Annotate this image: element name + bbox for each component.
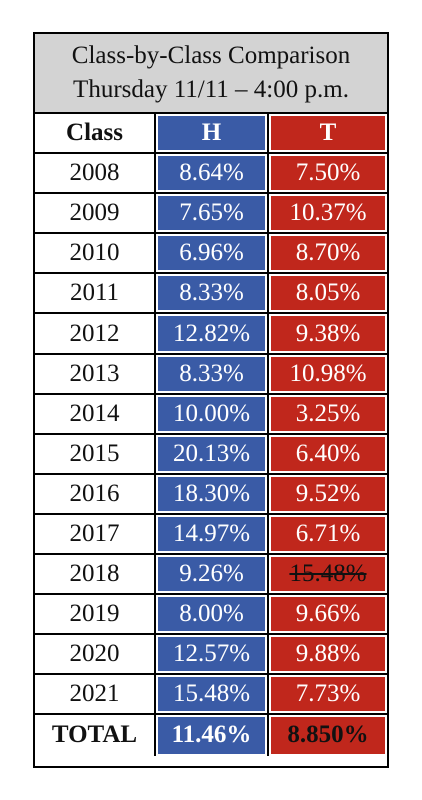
comparison-table: Class-by-Class Comparison Thursday 11/11… xyxy=(33,32,389,768)
h-cell: 9.26% xyxy=(156,555,269,596)
h-cell: 8.00% xyxy=(156,595,269,636)
total-t-cell: 8.850% xyxy=(269,715,387,756)
t-cell: 9.66% xyxy=(269,595,387,636)
class-cell: 2010 xyxy=(35,234,156,275)
subtitle-line: Thursday 11/11 – 4:00 p.m. xyxy=(73,76,349,103)
class-cell: 2011 xyxy=(35,274,156,315)
h-cell: 12.57% xyxy=(156,635,269,676)
h-cell: 8.64% xyxy=(156,154,269,195)
table-grid: Class H T 2008 8.64% 7.50% 2009 7.65% 10.37% 2010… xyxy=(35,114,387,756)
t-cell: 3.25% xyxy=(269,394,387,435)
table-header: Class-by-Class Comparison Thursday 11/11… xyxy=(35,34,387,114)
class-cell: 2018 xyxy=(35,555,156,596)
t-cell: 7.50% xyxy=(269,154,387,195)
t-cell: 15.48% xyxy=(269,555,387,596)
title-line: Class-by-Class Comparison xyxy=(71,42,351,69)
t-cell: 10.98% xyxy=(269,354,387,395)
class-cell: 2020 xyxy=(35,635,156,676)
class-cell: 2016 xyxy=(35,474,156,515)
h-cell: 8.33% xyxy=(156,274,269,315)
t-cell: 10.37% xyxy=(269,194,387,235)
t-cell: 9.88% xyxy=(269,635,387,676)
h-cell: 10.00% xyxy=(156,394,269,435)
t-cell: 7.73% xyxy=(269,675,387,716)
h-cell: 15.48% xyxy=(156,675,269,716)
t-cell: 6.40% xyxy=(269,434,387,475)
t-cell: 9.52% xyxy=(269,474,387,515)
t-cell: 8.70% xyxy=(269,234,387,275)
class-cell: 2021 xyxy=(35,675,156,716)
total-h-cell: 11.46% xyxy=(156,715,269,756)
class-cell: 2017 xyxy=(35,514,156,556)
column-header: H xyxy=(156,114,269,155)
class-cell: 2019 xyxy=(35,595,156,636)
t-cell: 9.38% xyxy=(269,314,387,355)
h-cell: 6.96% xyxy=(156,234,269,275)
h-cell: 7.65% xyxy=(156,194,269,235)
class-cell: 2008 xyxy=(35,154,156,195)
t-cell: 8.05% xyxy=(269,274,387,315)
class-cell: 2009 xyxy=(35,194,156,235)
column-header: Class xyxy=(35,114,156,155)
h-cell: 12.82% xyxy=(156,314,269,355)
h-cell: 18.30% xyxy=(156,474,269,515)
class-cell: 2013 xyxy=(35,354,156,395)
t-cell: 6.71% xyxy=(269,514,387,556)
h-cell: 8.33% xyxy=(156,354,269,395)
total-label: TOTAL xyxy=(35,715,156,756)
class-cell: 2015 xyxy=(35,434,156,475)
class-cell: 2014 xyxy=(35,394,156,435)
h-cell: 20.13% xyxy=(156,434,269,475)
column-header: T xyxy=(269,114,387,155)
h-cell: 14.97% xyxy=(156,514,269,556)
class-cell: 2012 xyxy=(35,314,156,355)
